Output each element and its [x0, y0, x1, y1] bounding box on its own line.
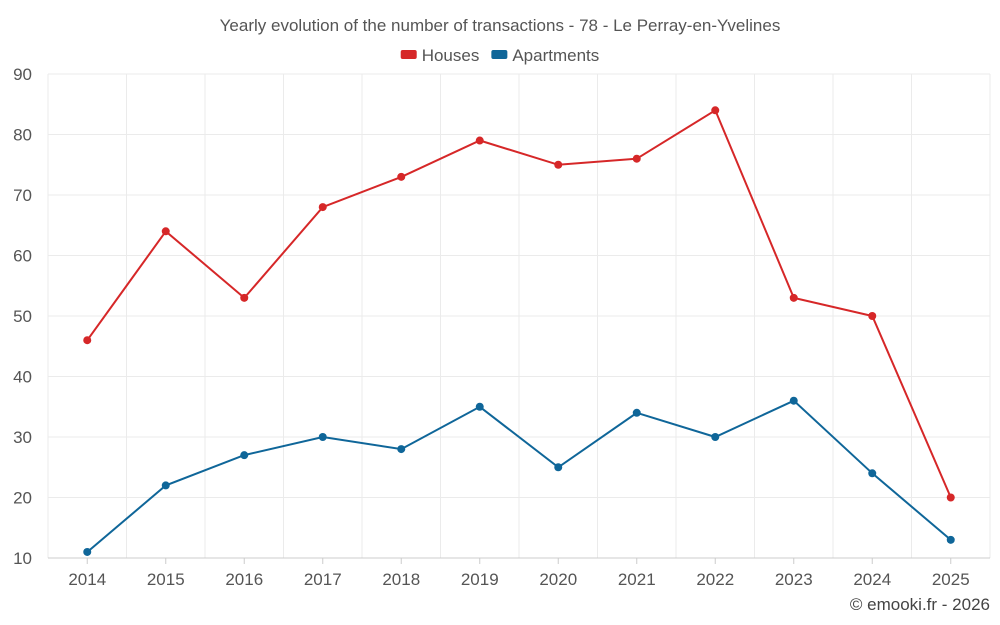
chart-title: Yearly evolution of the number of transa…	[220, 16, 781, 35]
y-tick-label: 70	[13, 186, 32, 205]
legend-label-houses: Houses	[422, 46, 480, 65]
legend-swatch-apartments	[491, 50, 508, 59]
houses-point	[868, 312, 877, 320]
houses-point	[789, 293, 798, 302]
y-tick-label: 60	[13, 247, 32, 266]
apartments-point	[868, 469, 877, 478]
legend: Houses Apartments	[400, 46, 599, 65]
series-group	[83, 106, 955, 556]
apartments-point	[161, 481, 170, 490]
apartments-point	[711, 433, 720, 441]
apartments-point	[397, 445, 406, 454]
y-tick-label: 20	[13, 489, 32, 508]
apartments-point	[318, 433, 327, 441]
x-tick-label: 2015	[147, 570, 185, 589]
y-tick-label: 80	[13, 126, 32, 145]
houses-point	[946, 493, 955, 502]
x-tick-label: 2017	[304, 570, 342, 589]
houses-point	[240, 293, 249, 302]
y-tick-label: 90	[13, 65, 32, 84]
x-tick-label: 2025	[932, 570, 970, 589]
y-tick-label: 30	[13, 428, 32, 447]
grid	[47, 73, 991, 559]
x-tick-label: 2021	[618, 570, 656, 589]
houses-point	[632, 154, 641, 163]
x-tick-label: 2022	[696, 570, 734, 589]
x-tick-label: 2023	[775, 570, 813, 589]
houses-point	[397, 172, 406, 181]
houses-point	[83, 336, 92, 345]
x-tick-label: 2018	[382, 570, 420, 589]
houses-point	[318, 203, 327, 212]
x-tick-label: 2019	[461, 570, 499, 589]
x-tick-label: 2020	[539, 570, 577, 589]
y-tick-label: 50	[13, 307, 32, 326]
x-tick-label: 2014	[68, 570, 106, 589]
legend-label-apartments: Apartments	[512, 46, 599, 65]
apartments-point	[475, 402, 484, 411]
legend-swatch-houses	[400, 50, 417, 59]
apartments-point	[632, 408, 641, 417]
houses-point	[475, 136, 484, 145]
houses-line	[86, 108, 952, 498]
houses-point	[161, 227, 170, 236]
apartments-point	[240, 451, 249, 460]
apartments-point	[946, 535, 955, 544]
x-tick-label: 2016	[225, 570, 263, 589]
apartments-point	[789, 396, 798, 405]
x-tick-label: 2024	[853, 570, 891, 589]
apartments-line	[86, 399, 952, 553]
houses-point	[554, 160, 563, 169]
apartments-point	[554, 463, 563, 472]
y-tick-label: 10	[13, 549, 32, 568]
axes: 10 20 30 40 50 60 70 80 90 2014 2015 2016 2017 2018 20…	[13, 65, 990, 589]
y-tick-label: 40	[13, 368, 32, 387]
houses-point	[711, 106, 720, 115]
credit-text: © emooki.fr - 2026	[850, 595, 990, 614]
apartments-point	[83, 547, 92, 556]
